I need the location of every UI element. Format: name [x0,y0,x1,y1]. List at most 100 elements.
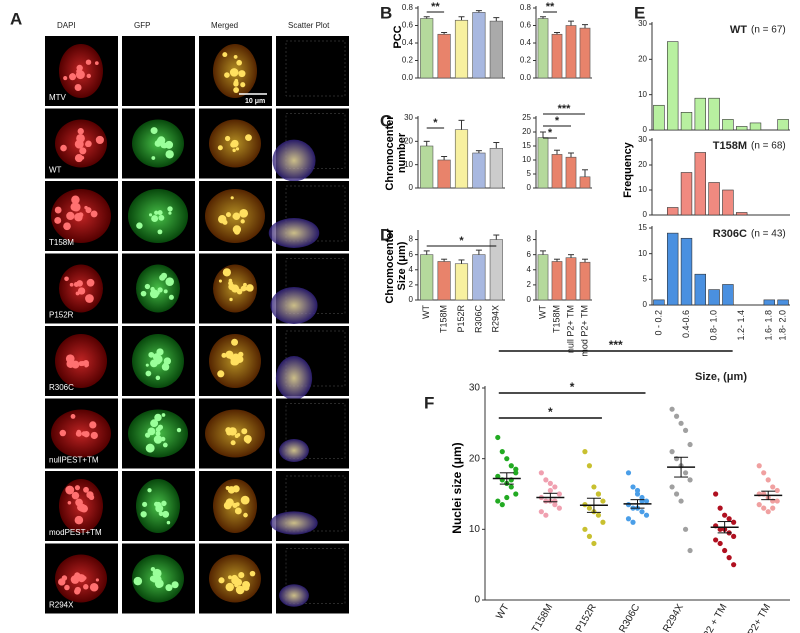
histogram-bar [694,97,707,131]
data-point [547,480,553,486]
chromocenter [231,284,240,293]
chromocenter [71,195,80,204]
histogram-bar [763,299,776,306]
chart-subtitle: (n = 67) [751,25,786,36]
chromocenter [60,144,67,152]
y-tick-label: 30 [638,19,647,28]
chromocenter [161,413,166,417]
chromocenter [228,575,232,580]
histogram-bar [777,299,789,306]
histogram-bar [722,189,734,216]
data-point [630,484,636,490]
data-point [513,466,519,472]
bar [537,254,549,301]
data-point [625,470,632,476]
data-point [634,487,641,494]
chromocenter [144,283,151,290]
chromocenter [63,222,71,231]
chromocenter [80,361,86,366]
chromocenter [83,486,89,493]
column-header: Merged [211,21,238,30]
significance-label: * [555,115,560,127]
y-tick-label: 0 [409,183,414,192]
chromocenter [165,584,173,592]
x-tick-label: T158M [530,602,555,633]
x-tick-label: WT [537,305,547,319]
chromocenter [77,287,86,295]
y-tick-label: 0.6 [402,21,414,30]
chromocenter [171,581,179,589]
chromocenter [218,279,223,283]
y-tick-label: 20 [404,136,413,145]
histogram-bar [708,289,720,306]
bar [454,129,469,189]
chromocenter [63,76,68,81]
chromocenter [86,278,95,287]
chromocenter [70,575,80,584]
y-axis-label: Frequency [622,142,634,198]
data-point [586,463,593,469]
y-tick-label: 6 [409,250,414,259]
panel-letter: B [380,3,392,22]
y-tick-label: 0 [527,183,532,192]
y-tick-label: 4 [527,265,532,274]
chromocenter [225,350,234,359]
histogram-bar [708,97,720,131]
bar [454,263,469,301]
y-axis-label: PCC [392,25,404,49]
chromocenter [168,211,172,215]
chromocenter [234,140,238,145]
chromocenter [238,572,245,579]
data-point [731,519,737,525]
histogram-bar [653,104,665,131]
data-point [673,491,680,497]
row-label: T158M [49,238,74,247]
y-tick-label: 0.8 [402,3,414,12]
chromocenter [236,355,244,364]
chromocenter [235,585,245,595]
y-tick-label: 0.4 [520,38,532,47]
chromocenter [157,210,163,216]
chromocenter [71,202,81,212]
panel-letter: E [634,3,645,22]
nucleus [55,334,107,388]
y-tick-label: 30 [638,135,647,144]
chromocenter [140,290,147,297]
data-point [504,494,510,501]
chromocenter [232,502,238,508]
histogram-bar [735,126,748,131]
chart-title: R306C [713,228,747,240]
y-tick-label: 5 [527,169,532,178]
y-tick-label: 0.0 [520,73,532,82]
data-point [556,491,562,497]
y-axis-label: Chromocenter number [384,115,408,191]
chart-title: T158M [713,140,747,152]
data-point [600,519,606,525]
data-point [726,555,732,561]
chromocenter [158,511,164,517]
panel-letter: D [380,225,392,244]
x-tick-label: null P2 + TM [692,602,730,633]
chromocenter [95,578,99,582]
x-tick-label: 0.4-0.6 [681,310,691,338]
chromocenter [232,225,242,234]
y-tick-label: 0.2 [402,56,414,65]
panel-letter: A [10,9,22,28]
x-tick-label: mod P2+ TM [735,602,773,633]
nucleus [128,189,188,243]
chromocenter [133,576,143,586]
chromocenter [217,370,225,378]
chromocenter [155,431,161,436]
column-header: Scatter Plot [288,21,330,30]
chromocenter [151,156,156,160]
data-point [625,516,632,522]
chromocenter [240,495,250,505]
y-tick-label: 10 [638,90,647,99]
data-point [717,505,723,511]
data-point [556,505,562,511]
data-point [756,502,762,508]
chromocenter [233,55,238,59]
y-tick-label: 5 [643,274,648,283]
scatter-frame [285,185,346,242]
data-point [673,413,680,419]
